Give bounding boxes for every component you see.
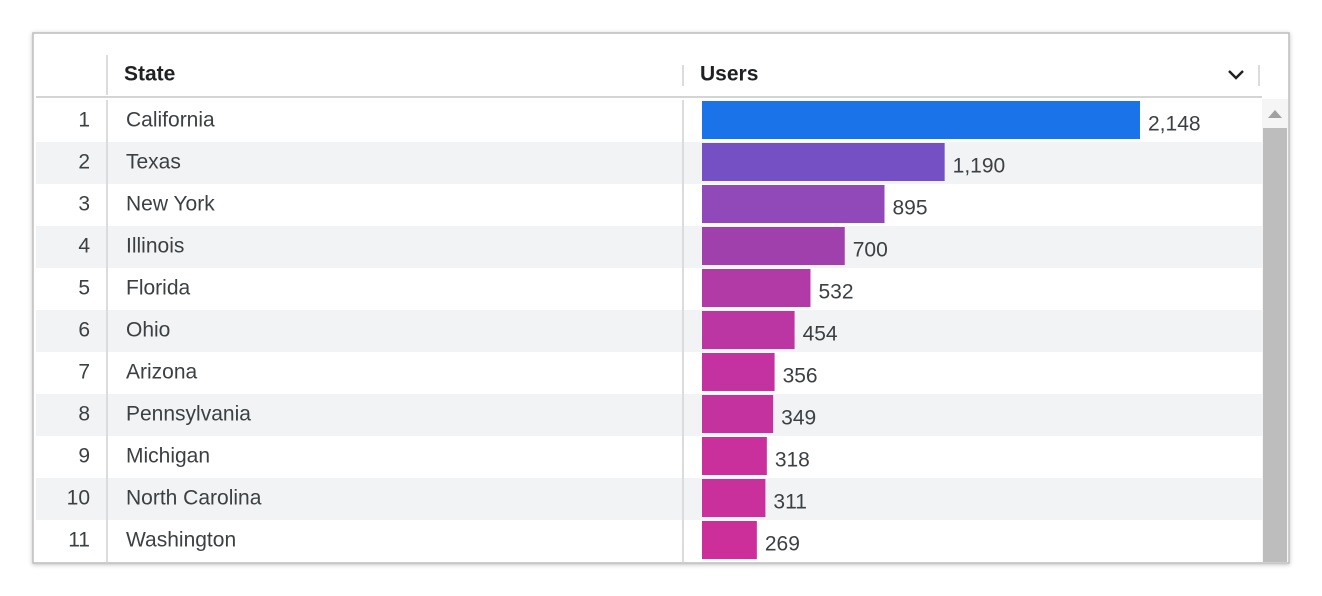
value-label: 895	[893, 197, 928, 220]
row-number: 2	[78, 151, 90, 174]
row-number: 3	[78, 193, 90, 216]
sort-chevron[interactable]	[1228, 70, 1244, 80]
row-number: 1	[78, 109, 90, 132]
bar	[702, 437, 767, 475]
row-background	[36, 184, 1262, 226]
value-label: 311	[773, 491, 806, 514]
value-label: 356	[783, 365, 818, 388]
bar	[702, 521, 757, 559]
scroll-up-arrow[interactable]	[1268, 110, 1282, 118]
row-background	[36, 520, 1262, 562]
row-number: 4	[78, 235, 90, 258]
state-name: Michigan	[126, 445, 210, 468]
state-name: Ohio	[126, 319, 170, 342]
value-label: 318	[775, 449, 810, 472]
bar	[702, 479, 766, 517]
row-background	[36, 352, 1262, 394]
row-number: 9	[78, 445, 90, 468]
row-number: 7	[78, 361, 90, 384]
state-name: California	[126, 109, 215, 132]
row-background	[36, 226, 1262, 268]
row-number: 5	[78, 277, 90, 300]
state-name: Washington	[126, 529, 236, 552]
row-background	[36, 142, 1262, 184]
row-background	[36, 394, 1262, 436]
value-label: 454	[803, 323, 838, 346]
row-number: 8	[78, 403, 90, 426]
column-header[interactable]: State	[124, 63, 175, 86]
state-name: New York	[126, 193, 215, 216]
row-background	[36, 478, 1262, 520]
bar	[702, 311, 795, 349]
state-name: Pennsylvania	[126, 403, 251, 426]
value-label: 532	[818, 281, 853, 304]
bar	[702, 143, 945, 181]
bar	[702, 101, 1140, 139]
bar	[702, 269, 811, 307]
state-name: Texas	[126, 151, 181, 174]
row-number: 6	[78, 319, 90, 342]
bar	[702, 227, 845, 265]
value-label: 269	[765, 533, 800, 556]
state-name: Florida	[126, 277, 191, 300]
row-background	[36, 436, 1262, 478]
state-name: Illinois	[126, 235, 184, 258]
row-background	[36, 310, 1262, 352]
scrollbar-thumb[interactable]	[1263, 128, 1287, 562]
row-number: 11	[68, 529, 90, 552]
bar	[702, 185, 885, 223]
value-label: 2,148	[1148, 113, 1201, 136]
state-name: Arizona	[126, 361, 198, 384]
state-name: North Carolina	[126, 487, 262, 510]
row-background	[36, 268, 1262, 310]
bar	[702, 353, 775, 391]
value-label: 1,190	[953, 155, 1006, 178]
row-number: 10	[67, 487, 90, 510]
bar	[702, 395, 774, 433]
column-header[interactable]: Users	[700, 63, 758, 86]
value-label: 349	[781, 407, 816, 430]
value-label: 700	[853, 239, 888, 262]
